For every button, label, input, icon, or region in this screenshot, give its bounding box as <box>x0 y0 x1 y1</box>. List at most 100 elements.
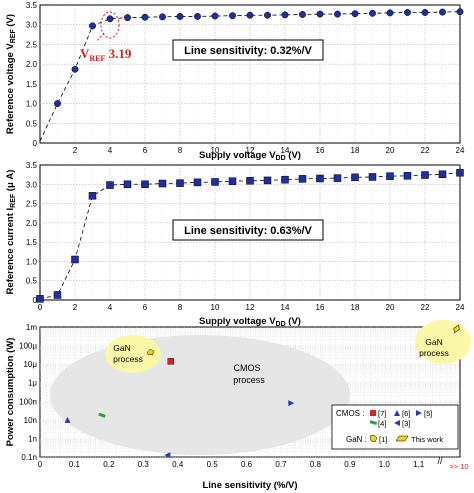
y-tick-label: 2.5 <box>26 200 38 209</box>
cmos-region-label: CMOS process <box>233 363 265 385</box>
scatter-points <box>64 324 460 459</box>
x-tick-label: 6 <box>143 303 148 312</box>
data-point <box>281 11 289 19</box>
data-point <box>386 172 394 180</box>
legend-ref-5: [5] <box>424 409 432 418</box>
point-7 <box>167 358 175 365</box>
sensitivity-box-2 <box>172 219 324 241</box>
legend-box <box>331 404 459 450</box>
y-tick-label: 2.0 <box>26 60 38 69</box>
legend-triangle-up-marker <box>394 410 400 416</box>
y-axis-label-1: Reference voltage VREF (V) <box>5 14 17 134</box>
data-point <box>106 181 114 189</box>
vref-annotation: VREF 3.19 <box>80 46 132 63</box>
legend-ref-3: [3] <box>402 419 410 428</box>
legend-dash-marker <box>369 420 378 425</box>
legend-cmos-label: CMOS : <box>336 409 364 418</box>
data-point <box>421 171 429 179</box>
y-tick-label: 1n <box>28 434 37 443</box>
gan-region-label-left: GaN process <box>113 343 143 364</box>
point-4 <box>98 412 106 418</box>
data-point <box>54 100 61 108</box>
x-tick-label: 0.1 <box>69 460 81 469</box>
data-point <box>176 179 184 187</box>
axis-break-label: >> 10 <box>449 462 468 471</box>
sensitivity-label-2: Line sensitivity: 0.63%/V <box>184 225 312 237</box>
data-point <box>124 14 131 22</box>
x-tick-label: 1.0 <box>379 460 391 469</box>
panel-power-vs-sensitivity: 0 0.1 0.2 0.3 0.4 0.5 0.6 0.7 0.8 0.9 1.0 1.1 1m 100μ… <box>5 320 471 491</box>
point-1 <box>146 348 154 355</box>
data-point <box>246 177 254 185</box>
y-tick-label: 0 <box>33 139 38 148</box>
data-point <box>36 295 44 303</box>
data-point <box>71 255 79 264</box>
x-tick-label: 14 <box>281 303 290 312</box>
data-point <box>141 180 149 189</box>
data-point <box>229 12 236 20</box>
data-point <box>369 9 376 17</box>
y-tick-label: 100μ <box>19 342 37 351</box>
gan-region-left <box>105 335 161 373</box>
y-tick-label: 100n <box>19 397 37 406</box>
x-tick-label: 1.1 <box>413 460 425 469</box>
data-point <box>193 178 202 187</box>
x-tick-label: 8 <box>178 303 183 312</box>
y-tick-label: 3.5 <box>26 161 38 170</box>
legend-triangle-left-marker <box>394 420 400 426</box>
y-tick-label: 3.5 <box>26 1 38 10</box>
panel-reference-current: 0 2 4 6 8 10 12 14 16 18 20 22 2400.51.01.52.02.53.0… <box>5 161 465 328</box>
series-vref <box>39 8 464 142</box>
y-tick-label: 3.0 <box>26 21 38 30</box>
y-axis-label-3: Power consumption (W) <box>5 338 16 447</box>
x-tick-label: 14 <box>281 146 290 155</box>
legend-triangle-right-marker <box>416 410 422 416</box>
y-tick-label: 0.5 <box>26 277 38 286</box>
x-tick-label: 2 <box>73 303 78 312</box>
data-point <box>298 175 307 183</box>
x-tick-label: 0.9 <box>344 460 356 469</box>
data-point <box>176 12 184 20</box>
data-point <box>299 11 306 18</box>
data-point <box>368 173 377 181</box>
y-tick-label: 2.5 <box>26 40 38 49</box>
data-point <box>403 172 412 180</box>
x-tick-label: 0 <box>38 460 43 469</box>
data-point <box>71 65 79 73</box>
ticks-3: 0 0.1 0.2 0.3 0.4 0.5 0.6 0.7 0.8 0.9 1.0 1.1 1m 100μ… <box>19 323 425 469</box>
x-tick-label: 4 <box>108 146 113 155</box>
sensitivity-label-1: Line sensitivity: 0.32%/V <box>184 45 312 57</box>
legend-ref-4: [4] <box>378 419 386 428</box>
point-thiswork <box>453 324 460 334</box>
x-tick-label: 0.3 <box>138 460 150 469</box>
legend-pentagon-marker <box>369 434 378 443</box>
x-tick-label: 24 <box>456 303 465 312</box>
y-tick-label: 0.1n <box>21 453 37 462</box>
y-tick-label: 0 <box>33 296 38 305</box>
data-point <box>88 192 97 200</box>
x-tick-label: 0 <box>38 303 43 312</box>
data-point <box>141 13 149 21</box>
data-point <box>53 291 62 299</box>
y-tick-label: 10μ <box>23 360 37 369</box>
y-tick-label: 1μ <box>28 379 37 388</box>
legend-parallelogram-marker <box>395 435 409 442</box>
gan-region-label-right: GaN process <box>419 337 449 358</box>
point-6 <box>64 416 71 423</box>
x-tick-label: 0.6 <box>241 460 253 469</box>
x-tick-label: 6 <box>143 146 148 155</box>
data-point <box>351 173 359 182</box>
y-tick-label: 1m <box>26 323 37 332</box>
data-point <box>316 10 324 18</box>
point-5 <box>288 400 295 407</box>
y-tick-label: 1.0 <box>26 257 38 266</box>
panel-reference-voltage: 2 4 6 8 10 12 14 16 18 20 22 2400.51.01.52.02.53.03… <box>5 1 465 162</box>
data-point <box>263 176 272 185</box>
x-tick-label: 24 <box>456 146 465 155</box>
legend: CMOS : [7] [6] [5] [4] [3] GaN : [1] Thi… <box>331 404 459 450</box>
data-point <box>281 175 289 184</box>
sensitivity-box-1 <box>172 39 324 61</box>
data-point <box>264 11 271 19</box>
x-axis-label-1: Supply voltage VDD (V) <box>199 150 301 162</box>
x-axis-label-3: Line sensitivity (%/V) <box>202 480 297 491</box>
